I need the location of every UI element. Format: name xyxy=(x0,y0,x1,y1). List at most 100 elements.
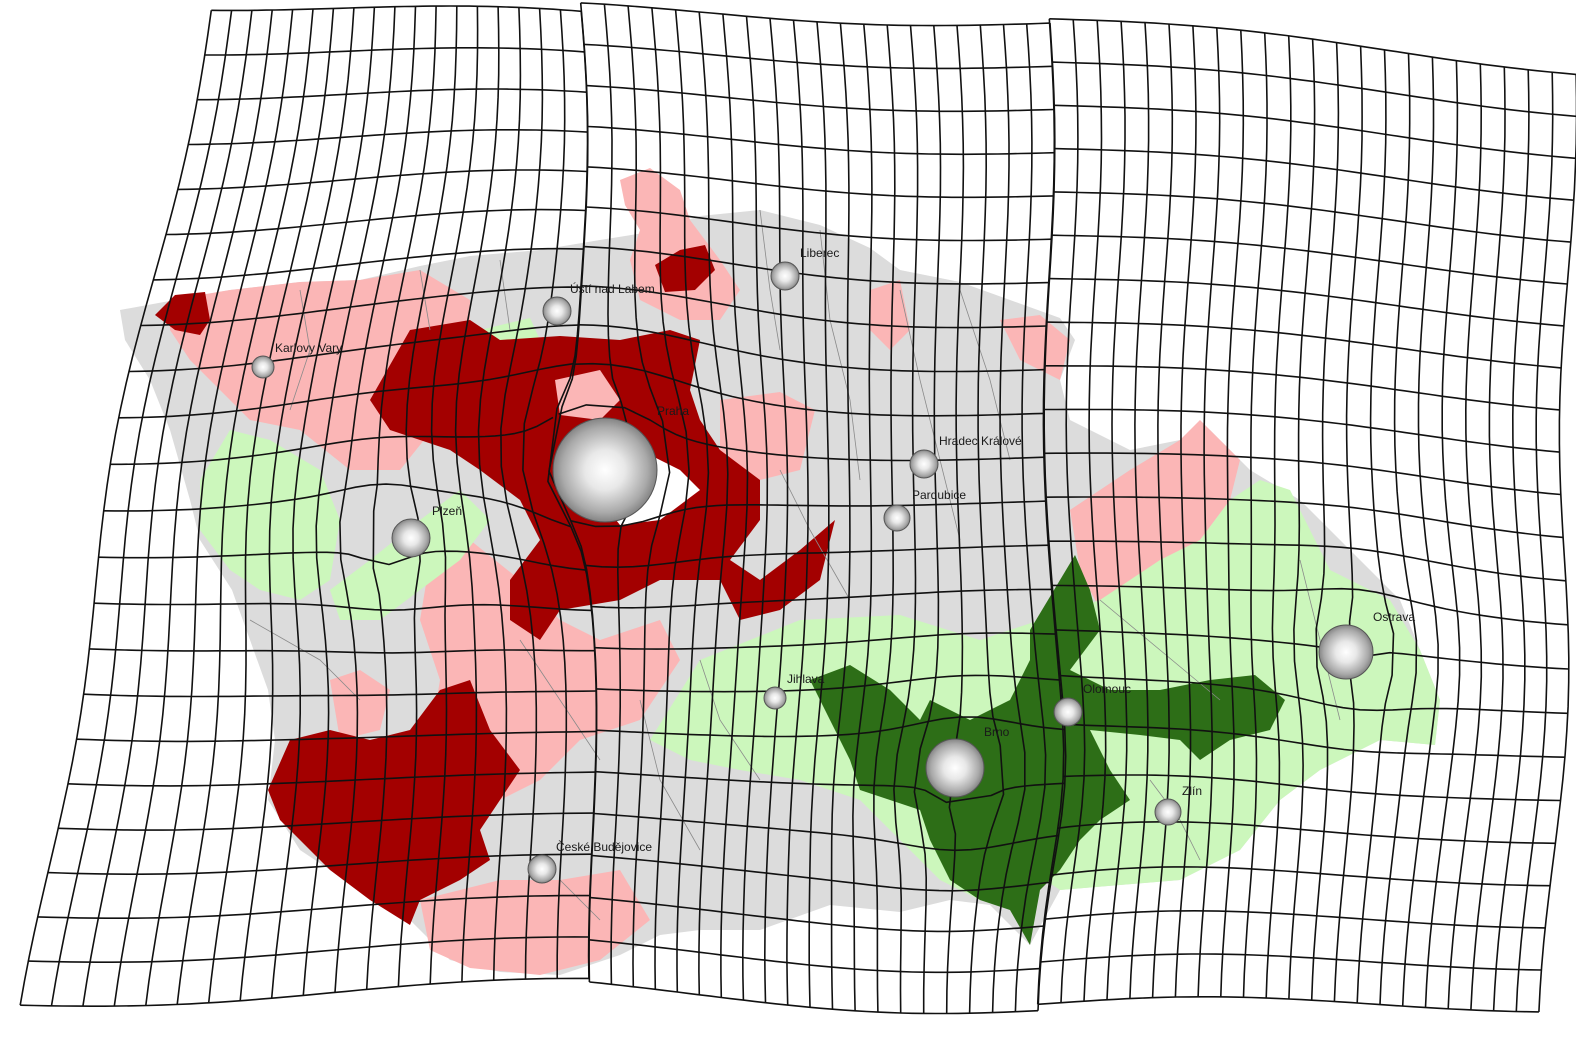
grid-line-horizontal xyxy=(1043,408,1560,453)
grid-line-horizontal xyxy=(128,324,579,373)
grid-line-vertical xyxy=(19,10,213,1006)
grid-line-horizontal xyxy=(177,169,588,191)
grid-line-horizontal xyxy=(578,324,1045,373)
grid-line-horizontal xyxy=(580,2,1051,27)
grid-line-horizontal xyxy=(58,812,594,831)
city-ostrava-marker[interactable] xyxy=(1318,624,1374,680)
city-ceske-budejovice-marker[interactable] xyxy=(527,854,557,884)
grid-line-horizontal xyxy=(140,286,581,327)
city-praha-label: Praha xyxy=(657,404,689,418)
grid-line-horizontal xyxy=(591,588,1053,609)
city-brno-label: Brno xyxy=(984,725,1010,739)
city-pardubice-marker[interactable] xyxy=(883,504,911,532)
cartogram-grid xyxy=(19,2,1576,1015)
grid-line-horizontal xyxy=(1054,147,1574,201)
grid-line-horizontal xyxy=(587,166,1054,199)
city-liberec-marker[interactable] xyxy=(770,261,800,291)
city-praha[interactable]: Praha xyxy=(552,404,689,523)
city-jihlava-marker[interactable] xyxy=(763,686,787,710)
grid-line-horizontal xyxy=(1053,104,1576,160)
grid-line-horizontal xyxy=(94,602,592,612)
city-ceske-budejovice[interactable]: České Budějovice xyxy=(527,839,652,884)
grid-line-horizontal xyxy=(197,88,587,101)
city-plzen-label: Plzeň xyxy=(432,504,462,518)
city-praha-marker[interactable] xyxy=(552,417,658,523)
grid-line-horizontal xyxy=(204,47,585,56)
grid-line-horizontal xyxy=(1037,996,1539,1013)
city-zlin-label: Zlín xyxy=(1182,784,1202,798)
grid-line-horizontal xyxy=(584,43,1053,70)
city-zlin-marker[interactable] xyxy=(1154,798,1182,826)
grid-line-horizontal xyxy=(1043,452,1561,496)
city-plzen-marker[interactable] xyxy=(391,518,431,558)
grid-line-horizontal xyxy=(1063,774,1561,802)
grid-line-horizontal xyxy=(153,247,584,281)
grid-line-horizontal xyxy=(1057,821,1556,845)
grid-line-horizontal xyxy=(558,404,1045,462)
grid-line-horizontal xyxy=(570,500,1047,528)
grid-line-horizontal xyxy=(1053,191,1571,243)
city-hradec-kralove-marker[interactable] xyxy=(909,449,939,479)
city-pardubice[interactable]: Pardubice xyxy=(883,488,966,532)
city-markers: Praha Brno Ostrava Plzeň Liberec Ústí na… xyxy=(251,246,1415,884)
city-brno[interactable]: Brno xyxy=(925,725,1010,798)
city-hradec-kralove[interactable]: Hradec Králové xyxy=(909,434,1022,479)
grid-line-vertical xyxy=(1515,72,1554,1012)
city-usti[interactable]: Ústí nad Labem xyxy=(542,281,655,326)
grid-line-horizontal xyxy=(586,84,1055,113)
grid-line-horizontal xyxy=(596,674,1061,693)
grid-line-horizontal xyxy=(1058,674,1568,715)
grid-line-horizontal xyxy=(20,977,589,1007)
grid-line-horizontal xyxy=(1039,953,1542,971)
grid-line-vertical xyxy=(1538,74,1576,1012)
city-ostrava[interactable]: Ostrava xyxy=(1318,610,1415,680)
grid-line-vertical xyxy=(1470,66,1506,1010)
grid-line-horizontal xyxy=(594,632,1057,650)
city-brno-marker[interactable] xyxy=(925,738,985,798)
region-light-red-south-tail xyxy=(420,870,650,975)
grid-line-horizontal xyxy=(89,648,595,654)
city-ostrava-label: Ostrava xyxy=(1373,610,1415,624)
grid-line-horizontal xyxy=(103,483,572,528)
grid-line-horizontal xyxy=(76,730,597,743)
grid-line-horizontal xyxy=(110,416,554,466)
city-liberec[interactable]: Liberec xyxy=(770,246,839,291)
grid-line-horizontal xyxy=(590,896,1045,933)
grid-line-horizontal xyxy=(591,854,1051,892)
grid-line-horizontal xyxy=(165,208,586,236)
grid-line-horizontal xyxy=(1044,365,1560,411)
grid-line-horizontal xyxy=(586,206,1052,242)
city-karlovy-vary-marker[interactable] xyxy=(251,355,275,379)
grid-line-horizontal xyxy=(593,812,1059,852)
grid-line-horizontal xyxy=(1051,234,1568,285)
grid-line-horizontal xyxy=(28,936,589,963)
grid-line-horizontal xyxy=(1062,723,1565,758)
city-hradec-kralove-label: Hradec Králové xyxy=(939,434,1022,448)
grid-line-horizontal xyxy=(589,981,1039,1015)
grid-line-horizontal xyxy=(575,362,1045,417)
grid-line-horizontal xyxy=(1044,910,1546,929)
grid-line-horizontal xyxy=(47,853,592,875)
region-strong-red-southwest xyxy=(268,680,520,925)
grid-line-horizontal xyxy=(67,771,596,787)
city-olomouc-label: Olomouc xyxy=(1083,682,1131,696)
city-plzen[interactable]: Plzeň xyxy=(391,504,462,558)
grid-line-horizontal xyxy=(37,894,590,919)
city-usti-marker[interactable] xyxy=(542,296,572,326)
region-light-red-southwest xyxy=(330,670,390,740)
grid-line-horizontal xyxy=(211,5,582,13)
city-jihlava[interactable]: Jihlava xyxy=(763,672,825,710)
city-usti-label: Ústí nad Labem xyxy=(570,281,655,296)
city-zlin[interactable]: Zlín xyxy=(1154,784,1202,826)
grid-line-vertical xyxy=(1492,69,1530,1011)
grid-line-vertical xyxy=(1333,46,1363,1002)
city-karlovy-vary[interactable]: Karlovy Vary xyxy=(251,341,342,379)
grid-line-horizontal xyxy=(118,362,574,419)
city-olomouc-marker[interactable] xyxy=(1053,697,1083,727)
city-olomouc[interactable]: Olomouc xyxy=(1053,682,1131,727)
grid-line-horizontal xyxy=(83,690,597,698)
grid-line-horizontal xyxy=(1050,866,1551,887)
grid-line-horizontal xyxy=(1051,61,1576,118)
grid-line-horizontal xyxy=(98,550,586,571)
